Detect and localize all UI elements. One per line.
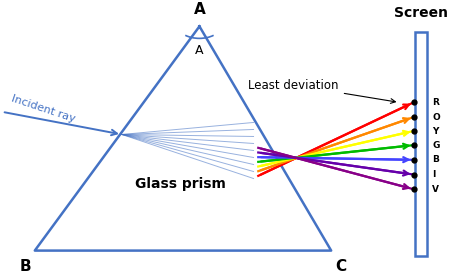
Text: O: O <box>432 113 440 121</box>
Text: Glass prism: Glass prism <box>135 177 226 191</box>
Text: Y: Y <box>432 126 438 135</box>
Text: B: B <box>19 259 31 274</box>
Text: I: I <box>432 170 436 179</box>
Text: Screen: Screen <box>394 6 447 20</box>
Text: Incident ray: Incident ray <box>10 93 76 124</box>
Text: Least deviation: Least deviation <box>248 79 395 103</box>
Text: V: V <box>432 185 439 194</box>
Text: G: G <box>432 141 440 150</box>
Text: A: A <box>193 2 205 17</box>
Text: R: R <box>432 98 439 107</box>
Text: C: C <box>335 259 346 274</box>
Text: A: A <box>195 44 204 57</box>
Text: B: B <box>432 155 439 164</box>
Bar <box>415 32 427 256</box>
